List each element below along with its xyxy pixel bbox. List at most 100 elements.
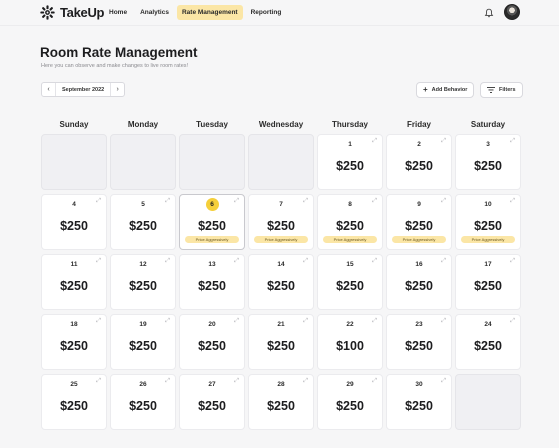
room-rate-price: $250 [474,159,502,173]
filters-button[interactable]: Filters [480,82,523,98]
expand-icon[interactable]: ⤢ [165,198,170,204]
day-number: 4 [42,200,106,209]
room-rate-price: $250 [336,399,364,413]
month-picker: ‹ September 2022 › [41,82,126,97]
calendar-day-cell[interactable]: 24 ⤢ $250 [455,314,521,370]
day-number: 25 [42,380,106,389]
expand-icon[interactable]: ⤢ [372,378,377,384]
calendar-day-cell[interactable]: 5 ⤢ $250 [110,194,176,250]
calendar-day-cell[interactable]: 15 ⤢ $250 [317,254,383,310]
nav-home[interactable]: Home [109,9,128,16]
room-rate-price: $250 [474,339,502,353]
calendar-day-cell[interactable]: 20 ⤢ $250 [179,314,245,370]
calendar-day-cell[interactable]: 26 ⤢ $250 [110,374,176,430]
room-rate-price: $250 [336,159,364,173]
expand-icon[interactable]: ⤢ [303,258,308,264]
nav-rate-management[interactable]: Rate Management [176,5,243,20]
calendar-day-cell[interactable]: 6 ⤢ $250 Price Aggressively [179,194,245,250]
month-label[interactable]: September 2022 [55,83,112,96]
calendar-day-cell[interactable]: 3 ⤢ $250 [455,134,521,190]
expand-icon[interactable]: ⤢ [372,318,377,324]
calendar-day-cell[interactable]: 13 ⤢ $250 [179,254,245,310]
filter-icon [487,87,495,93]
calendar-day-cell[interactable]: 19 ⤢ $250 [110,314,176,370]
day-number-text: 14 [277,261,285,268]
day-number: 19 [111,320,175,329]
plus-icon: + [423,85,428,94]
expand-icon[interactable]: ⤢ [372,138,377,144]
calendar-day-cell[interactable]: 29 ⤢ $250 [317,374,383,430]
day-number: 24 [456,320,520,329]
expand-icon[interactable]: ⤢ [303,318,308,324]
expand-icon[interactable]: ⤢ [441,318,446,324]
prev-month-button[interactable]: ‹ [47,86,50,93]
calendar-day-cell[interactable]: 28 ⤢ $250 [248,374,314,430]
calendar-day-cell[interactable]: 1 ⤢ $250 [317,134,383,190]
bell-icon[interactable] [484,8,494,18]
expand-icon[interactable]: ⤢ [510,198,515,204]
expand-icon[interactable]: ⤢ [372,198,377,204]
nav-analytics[interactable]: Analytics [140,9,169,16]
expand-icon[interactable]: ⤢ [234,198,239,204]
expand-icon[interactable]: ⤢ [441,378,446,384]
calendar-day-cell[interactable]: 2 ⤢ $250 [386,134,452,190]
weekday-header: Sunday [59,120,89,129]
expand-icon[interactable]: ⤢ [441,138,446,144]
expand-icon[interactable]: ⤢ [441,258,446,264]
expand-icon[interactable]: ⤢ [96,258,101,264]
day-number-text: 17 [484,261,492,268]
expand-icon[interactable]: ⤢ [96,378,101,384]
calendar-day-cell[interactable]: 11 ⤢ $250 [41,254,107,310]
calendar-day-cell[interactable]: 22 ⤢ $100 [317,314,383,370]
nav-reporting[interactable]: Reporting [250,9,282,16]
expand-icon[interactable]: ⤢ [165,318,170,324]
weekday-header: Saturday [470,120,506,129]
calendar-day-cell[interactable]: 12 ⤢ $250 [110,254,176,310]
calendar-day-cell[interactable]: 9 ⤢ $250 Price Aggressively [386,194,452,250]
expand-icon[interactable]: ⤢ [165,258,170,264]
expand-icon[interactable]: ⤢ [165,378,170,384]
day-number-text: 29 [346,381,354,388]
calendar-day-cell[interactable]: 25 ⤢ $250 [41,374,107,430]
calendar-day-cell[interactable]: 4 ⤢ $250 [41,194,107,250]
room-rate-price: $250 [60,219,88,233]
calendar-cell-empty [41,134,107,190]
calendar-day-cell[interactable]: 7 ⤢ $250 Price Aggressively [248,194,314,250]
day-number-text: 12 [139,261,147,268]
expand-icon[interactable]: ⤢ [303,198,308,204]
calendar-day-cell[interactable]: 23 ⤢ $250 [386,314,452,370]
room-rate-price: $250 [474,279,502,293]
expand-icon[interactable]: ⤢ [234,318,239,324]
room-rate-price: $250 [198,339,226,353]
day-number: 13 [180,260,244,269]
calendar-day-cell[interactable]: 21 ⤢ $250 [248,314,314,370]
calendar-day-cell[interactable]: 30 ⤢ $250 [386,374,452,430]
add-behavior-button[interactable]: + Add Behavior [416,82,475,98]
expand-icon[interactable]: ⤢ [441,198,446,204]
expand-icon[interactable]: ⤢ [96,318,101,324]
calendar-day-cell[interactable]: 8 ⤢ $250 Price Aggressively [317,194,383,250]
calendar-day-cell[interactable]: 14 ⤢ $250 [248,254,314,310]
calendar-cell-empty [110,134,176,190]
calendar-day-cell[interactable]: 10 ⤢ $250 Price Aggressively [455,194,521,250]
room-rate-price: $250 [129,279,157,293]
expand-icon[interactable]: ⤢ [234,258,239,264]
day-number: 18 [42,320,106,329]
expand-icon[interactable]: ⤢ [510,138,515,144]
next-month-button[interactable]: › [116,86,119,93]
room-rate-price: $250 [336,219,364,233]
expand-icon[interactable]: ⤢ [96,198,101,204]
calendar-day-cell[interactable]: 27 ⤢ $250 [179,374,245,430]
expand-icon[interactable]: ⤢ [303,378,308,384]
expand-icon[interactable]: ⤢ [372,258,377,264]
day-number-text: 25 [70,381,78,388]
room-rate-price: $250 [129,339,157,353]
expand-icon[interactable]: ⤢ [510,318,515,324]
expand-icon[interactable]: ⤢ [234,378,239,384]
expand-icon[interactable]: ⤢ [510,258,515,264]
calendar-day-cell[interactable]: 16 ⤢ $250 [386,254,452,310]
user-avatar[interactable] [504,4,520,20]
brand-logo[interactable]: TakeUp [40,5,105,20]
calendar-day-cell[interactable]: 17 ⤢ $250 [455,254,521,310]
calendar-day-cell[interactable]: 18 ⤢ $250 [41,314,107,370]
